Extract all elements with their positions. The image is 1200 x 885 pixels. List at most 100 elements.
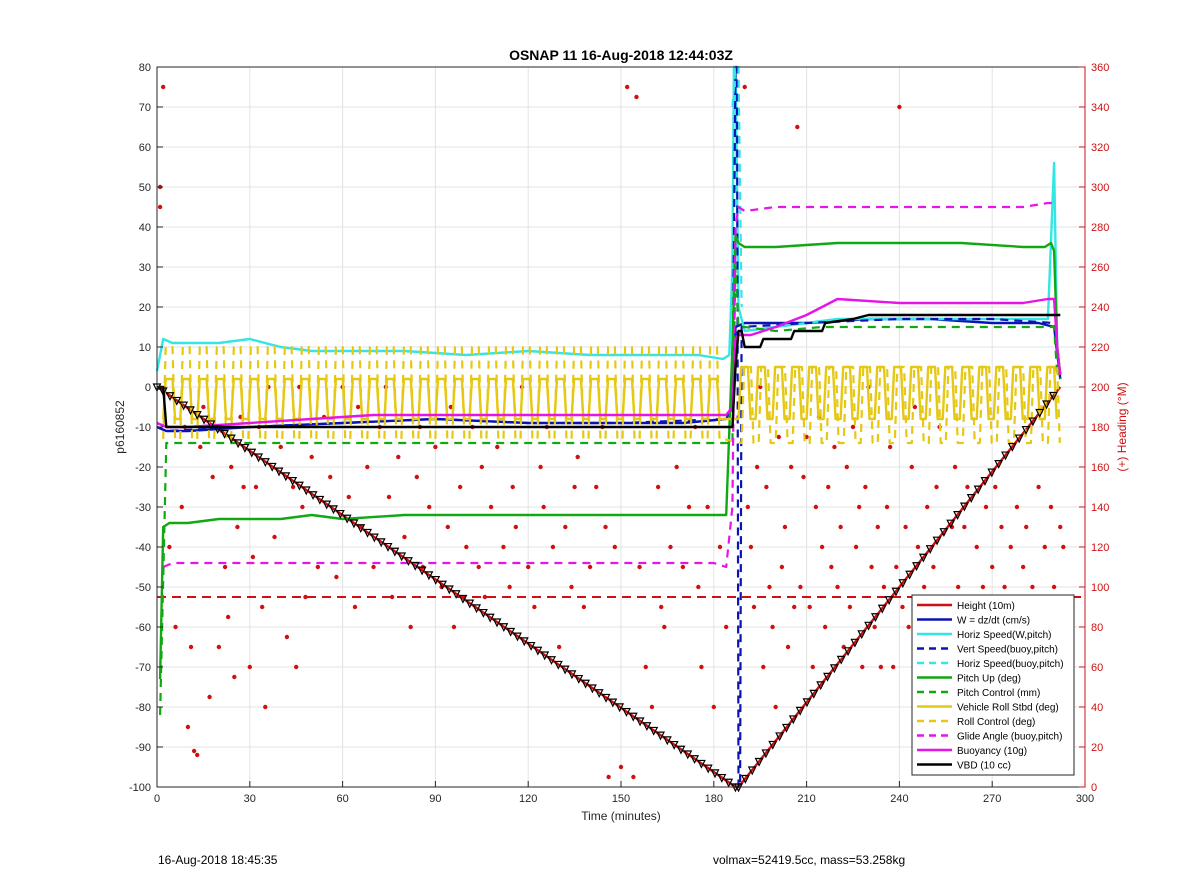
height-marker [788,715,798,725]
heading-point [272,534,277,540]
height-marker [220,429,229,439]
heading-point [764,484,769,490]
x-tick-label: 30 [244,793,256,805]
heading-point [1030,584,1035,590]
heading-point [167,544,172,550]
heading-point [1008,544,1013,550]
heading-point [934,484,939,490]
series-line-8 [162,345,1061,445]
height-marker [1021,425,1031,435]
heading-point [1048,504,1054,510]
height-marker [553,660,563,670]
height-marker [775,732,785,742]
height-marker [533,646,543,656]
y-tick-label: 40 [139,222,151,234]
heading-point [371,564,376,570]
heading-point [550,544,556,550]
heading-point [631,774,636,780]
heading-point [290,484,296,490]
height-marker [581,679,591,689]
x-tick-label: 240 [890,793,908,805]
height-marker [451,590,461,600]
height-marker [492,618,502,628]
height-marker [540,651,550,661]
y-tick-label: 80 [139,62,151,74]
height-marker [662,736,672,746]
height-marker [987,468,997,478]
height-marker [918,553,928,563]
height-marker [410,561,420,571]
legend-entry: Glide Angle (buoy,pitch) [957,732,1062,743]
x-tick-label: 120 [519,793,537,805]
y-tick-label: 20 [139,302,151,314]
y-tick-label: 50 [139,182,151,194]
y-tick-label: -80 [135,702,151,714]
x-tick-label: 90 [429,793,441,805]
heading-point [408,624,413,630]
x-tick-label: 60 [336,793,348,805]
y2-tick-label: 200 [1091,382,1109,394]
height-marker [349,519,359,529]
height-marker [567,670,577,680]
heading-point [980,584,986,590]
heading-point [300,504,305,510]
y2-tick-label: 180 [1091,422,1109,434]
height-marker [274,467,284,477]
heading-point [662,624,667,630]
x-tick-label: 180 [705,793,723,805]
heading-point [993,484,998,490]
height-marker [703,764,713,774]
y-tick-label: 0 [145,382,151,394]
heading-point [157,204,163,210]
y-tick-label: 60 [139,142,151,154]
heading-point [198,444,203,450]
heading-point [179,504,184,510]
height-marker [560,665,570,675]
heading-point [884,504,890,510]
heading-point [792,604,797,610]
height-marker [905,570,915,580]
height-marker [980,477,990,486]
height-marker [294,481,304,491]
legend-entry: VBD (10 cc) [957,761,1011,772]
y-axis-label: p6160852 [113,400,127,454]
heading-point [863,484,868,490]
heading-point [569,584,574,590]
heading-point [822,624,828,630]
height-marker [526,641,536,651]
height-marker [1001,451,1010,461]
height-marker [254,453,264,463]
heading-point [696,584,701,590]
height-marker [308,491,318,501]
height-marker [635,717,645,727]
y2-tick-label: 280 [1091,222,1109,234]
height-marker [199,415,209,425]
height-marker [816,681,826,691]
height-marker [1048,391,1058,401]
heading-point [222,564,228,570]
height-marker [485,613,495,623]
heading-point [773,704,778,710]
height-marker [342,514,352,524]
heading-point [785,644,791,650]
height-marker [959,502,969,512]
heading-point [748,544,754,550]
heading-point [875,524,880,530]
height-marker [594,689,604,699]
y2-tick-label: 140 [1091,502,1109,514]
footer-volmax-mass: volmax=52419.5cc, mass=53.258kg [713,853,906,867]
heading-point [195,752,200,758]
height-marker [260,458,270,468]
x-axis-label: Time (minutes) [581,809,661,823]
heading-point [643,664,648,670]
height-marker [621,707,631,717]
heading-point [829,564,834,570]
series-line-10 [156,297,1062,429]
height-marker [829,664,839,674]
heading-point [900,604,905,610]
y2-tick-label: 340 [1091,102,1109,114]
heading-point [897,104,902,110]
y-tick-label: -30 [135,502,151,514]
heading-point [1042,544,1047,550]
x-tick-label: 150 [612,793,630,805]
